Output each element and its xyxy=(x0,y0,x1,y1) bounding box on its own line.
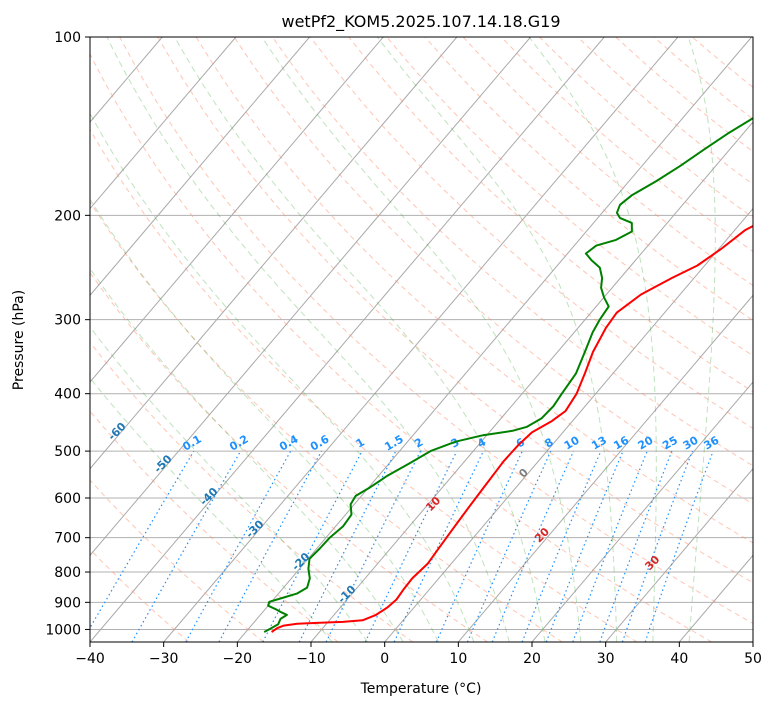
moist-adiabat xyxy=(90,112,475,642)
x-tick-label: −40 xyxy=(75,651,105,667)
dry-adiabat xyxy=(157,37,753,584)
moist-adiabat xyxy=(174,37,546,642)
dry-adiabat xyxy=(90,271,488,642)
isotherm-line xyxy=(90,37,310,297)
isotherm-line xyxy=(605,467,753,642)
dry-adiabat xyxy=(424,37,753,322)
x-axis-label: Temperature (°C) xyxy=(360,681,482,697)
y-tick-label: 900 xyxy=(54,595,81,611)
x-tick-label: 10 xyxy=(449,651,467,667)
mixing-ratio-line xyxy=(131,450,242,642)
dry-adiabat xyxy=(119,37,753,624)
moist-adiabat xyxy=(90,198,439,642)
isotherm-line xyxy=(384,207,753,642)
moist-adiabat xyxy=(687,37,716,642)
dry-adiabat xyxy=(90,548,190,642)
mixing-ratio-line xyxy=(393,450,484,642)
temperature-profile-line xyxy=(271,224,753,633)
mixing-ratio-line xyxy=(545,450,624,642)
mixing-ratio-line xyxy=(572,450,648,642)
y-tick-label: 500 xyxy=(54,444,81,460)
dry-adiabat xyxy=(90,201,563,642)
mixing-ratio-line xyxy=(364,450,458,642)
x-tick-label: 0 xyxy=(380,651,389,667)
dry-adiabat xyxy=(90,479,264,642)
moist-adiabat xyxy=(528,37,657,642)
y-tick-label: 600 xyxy=(54,491,81,507)
plot-frame xyxy=(89,36,754,643)
dry-adiabat xyxy=(90,410,339,642)
isotherm-line xyxy=(310,121,753,642)
isotherm-line xyxy=(457,294,753,642)
isotherm-line xyxy=(531,381,753,642)
mixing-ratio-line xyxy=(90,450,195,630)
y-tick-label: 800 xyxy=(54,565,81,581)
x-tick-label: 50 xyxy=(744,651,762,667)
dry-adiabat xyxy=(90,341,414,642)
dry-adiabat xyxy=(90,128,638,642)
moist-adiabat xyxy=(106,37,510,642)
dry-adiabat xyxy=(310,37,753,430)
background-lines xyxy=(90,37,753,642)
isotherm-line xyxy=(90,37,458,470)
x-tick-label: 30 xyxy=(597,651,615,667)
profile-series xyxy=(263,117,753,633)
dry-adiabat xyxy=(90,52,712,642)
dry-adiabat xyxy=(233,37,753,505)
dry-adiabat xyxy=(386,37,753,357)
x-tick-label: 20 xyxy=(523,651,541,667)
moist-adiabat xyxy=(261,37,582,642)
y-tick-label: 200 xyxy=(54,208,81,224)
mixing-ratio-line xyxy=(325,450,422,642)
isotherm-line xyxy=(90,37,605,642)
x-tick-label: −10 xyxy=(296,651,326,667)
moist-adiabat xyxy=(90,326,369,642)
y-tick-label: 700 xyxy=(54,531,81,547)
chart-title: wetPf2_KOM5.2025.107.14.18.G19 xyxy=(281,12,560,32)
isotherm-line xyxy=(163,37,679,642)
isotherm-line xyxy=(90,37,384,383)
y-tick-label: 400 xyxy=(54,387,81,403)
x-tick-label: 40 xyxy=(670,651,688,667)
isotherm-line xyxy=(90,37,531,557)
dewpoint-profile-line xyxy=(263,117,753,633)
y-tick-label: 1000 xyxy=(45,622,81,638)
x-tick-label: −20 xyxy=(223,651,253,667)
moist-adiabat xyxy=(90,267,404,642)
axes: −40 −30 −20 −10 0 10 20 30 40 50 1000 900 800 700 600 5… xyxy=(45,30,762,667)
y-axis-label: Pressure (hPa) xyxy=(11,290,27,390)
dry-adiabat xyxy=(195,37,753,544)
isotherm-line xyxy=(236,37,752,642)
x-tick-label: −30 xyxy=(149,651,179,667)
y-tick-label: 100 xyxy=(54,30,81,46)
y-tick-label: 300 xyxy=(54,313,81,329)
mixing-ratio-line xyxy=(218,450,323,642)
moist-adiabat xyxy=(90,377,333,642)
isotherm-line xyxy=(90,37,237,210)
